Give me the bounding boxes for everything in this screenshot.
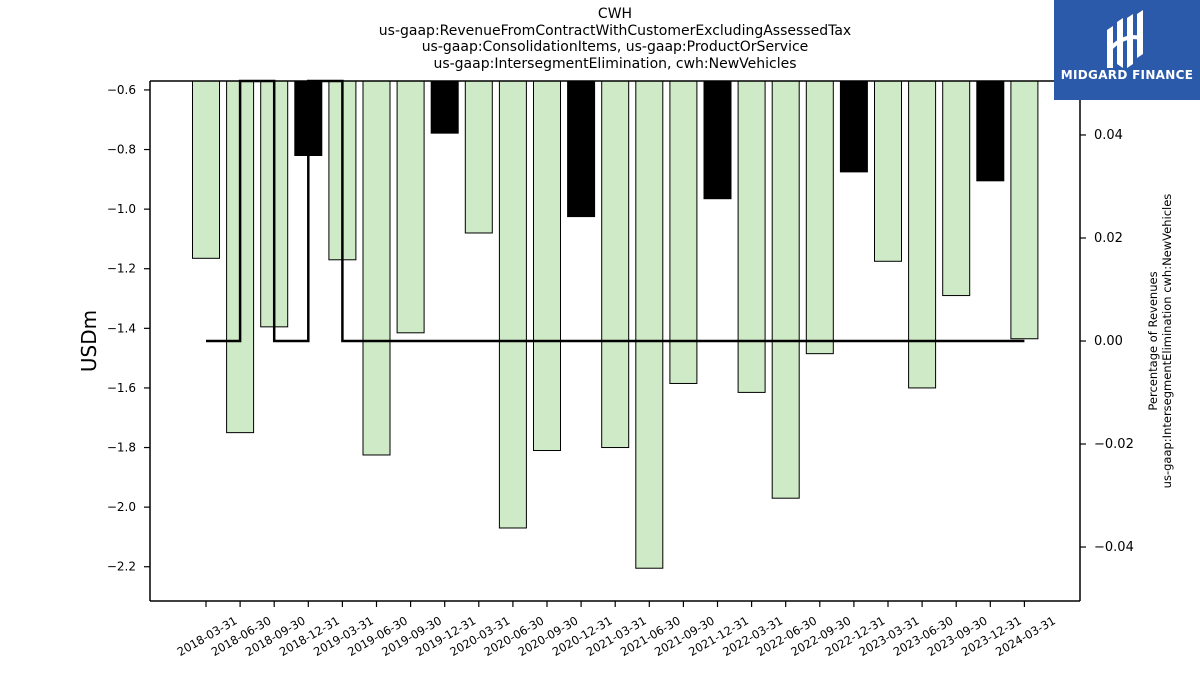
- bar-2021-12-31: [703, 80, 732, 200]
- y2-tick-label: −0.02: [1094, 437, 1134, 452]
- bar-2023-09-30: [942, 80, 971, 297]
- y2-tick-label: −0.04: [1094, 540, 1134, 555]
- y2-axis-label-line: us-gaap:IntersegmentElimination cwh:NewV…: [1160, 194, 1174, 489]
- logo-text: MIDGARD FINANCE: [1060, 68, 1194, 82]
- logo-mark-icon: [1107, 10, 1143, 68]
- y2-tick-label: 0.04: [1094, 128, 1123, 143]
- bar-2022-12-31: [839, 80, 868, 173]
- bar-2023-12-31: [976, 80, 1005, 182]
- y-tick-label: −2.2: [107, 560, 136, 574]
- y-tick-label: −0.6: [107, 83, 136, 97]
- y-tick-label: −1.6: [107, 381, 136, 395]
- chart-title: CWH us-gaap:RevenueFromContractWithCusto…: [0, 6, 1200, 72]
- y-tick-label: −1.8: [107, 441, 136, 455]
- bar-2020-12-31: [567, 80, 596, 218]
- bar-2023-06-30: [908, 80, 937, 389]
- y-tick-label: −1.4: [107, 321, 136, 335]
- midgard-finance-logo: MIDGARD FINANCE: [1054, 0, 1200, 100]
- y-tick-label: −0.8: [107, 143, 136, 157]
- y2-axis-label-line: Percentage of Revenues: [1146, 271, 1160, 410]
- bar-2019-06-30: [362, 80, 391, 456]
- bar-2018-03-31: [192, 80, 220, 259]
- bar-2021-03-31: [601, 80, 630, 449]
- bar-2022-03-31: [737, 80, 766, 393]
- chart-title-line-4: us-gaap:IntersegmentElimination, cwh:New…: [433, 55, 797, 72]
- y-tick-label: −1.0: [107, 202, 136, 216]
- chart-title-line-3: us-gaap:ConsolidationItems, us-gaap:Prod…: [421, 39, 809, 55]
- y-tick-label: −1.2: [107, 262, 136, 276]
- percentage-line: [206, 79, 1025, 343]
- bar-2020-09-30: [533, 80, 561, 452]
- bar-2021-09-30: [669, 80, 698, 384]
- bar-2019-12-31: [430, 80, 459, 134]
- bar-2023-03-31: [874, 80, 902, 262]
- y2-tick-label: 0.02: [1094, 231, 1123, 246]
- y2-tick-label: 0.00: [1094, 334, 1123, 349]
- bar-2020-06-30: [498, 80, 527, 529]
- y-tick-label: −2.0: [107, 500, 136, 514]
- chart-title-line-1: CWH: [597, 6, 633, 22]
- y-axis-label: USDm: [77, 310, 101, 372]
- bar-2021-06-30: [635, 80, 664, 569]
- bar-2019-09-30: [396, 80, 425, 334]
- bar-2022-09-30: [805, 80, 834, 355]
- bar-2022-06-30: [771, 80, 800, 499]
- bar-2020-03-31: [464, 80, 493, 234]
- chart-title-line-2: us-gaap:RevenueFromContractWithCustomerE…: [378, 22, 852, 39]
- bar-2024-03-31: [1010, 80, 1039, 340]
